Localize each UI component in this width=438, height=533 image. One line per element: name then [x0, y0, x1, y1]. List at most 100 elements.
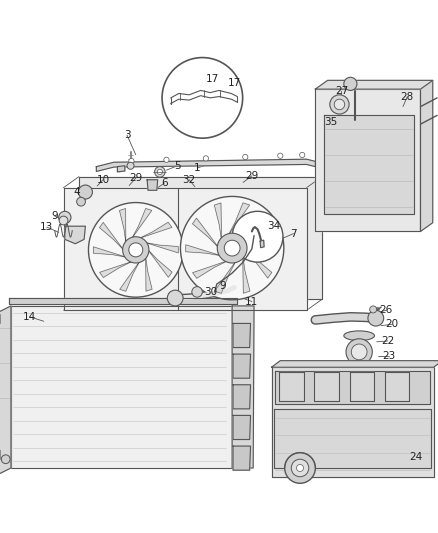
Polygon shape	[243, 256, 250, 293]
Circle shape	[370, 306, 377, 313]
Polygon shape	[279, 372, 304, 401]
Text: 11: 11	[245, 296, 258, 306]
Circle shape	[243, 155, 248, 159]
Polygon shape	[420, 80, 433, 231]
Text: 32: 32	[183, 175, 196, 185]
Polygon shape	[79, 177, 322, 300]
Polygon shape	[275, 371, 430, 405]
Polygon shape	[117, 166, 125, 172]
Polygon shape	[233, 385, 251, 409]
Polygon shape	[186, 245, 222, 256]
Circle shape	[123, 237, 149, 263]
Text: 10: 10	[96, 175, 110, 185]
Polygon shape	[272, 367, 434, 477]
Text: 34: 34	[267, 221, 280, 231]
Polygon shape	[245, 248, 272, 278]
Polygon shape	[324, 115, 414, 214]
Text: 27: 27	[335, 86, 348, 96]
Circle shape	[224, 240, 240, 256]
Polygon shape	[315, 80, 433, 89]
Circle shape	[346, 339, 372, 365]
Text: 20: 20	[385, 319, 399, 329]
Text: 30: 30	[204, 287, 217, 297]
Circle shape	[203, 156, 208, 161]
Polygon shape	[11, 306, 232, 468]
Polygon shape	[233, 415, 251, 440]
Polygon shape	[243, 240, 279, 252]
Polygon shape	[9, 298, 237, 304]
Polygon shape	[233, 446, 251, 470]
Polygon shape	[314, 372, 339, 401]
Circle shape	[77, 197, 85, 206]
Text: 17: 17	[205, 75, 219, 84]
Circle shape	[368, 310, 384, 326]
Text: 23: 23	[382, 351, 395, 361]
Text: 14: 14	[23, 312, 36, 322]
Polygon shape	[260, 240, 264, 248]
Polygon shape	[214, 203, 222, 240]
Circle shape	[127, 162, 134, 169]
Text: 22: 22	[381, 336, 394, 346]
Circle shape	[192, 287, 202, 297]
Circle shape	[162, 58, 243, 138]
Text: 7: 7	[290, 229, 297, 239]
Polygon shape	[193, 261, 228, 278]
Circle shape	[285, 453, 315, 483]
Text: 13: 13	[40, 222, 53, 232]
Circle shape	[155, 167, 165, 177]
Polygon shape	[0, 306, 11, 474]
Text: 17: 17	[228, 77, 241, 87]
Polygon shape	[272, 361, 438, 367]
Circle shape	[78, 185, 92, 199]
Polygon shape	[232, 306, 254, 468]
Polygon shape	[132, 208, 152, 238]
Polygon shape	[96, 159, 315, 172]
Circle shape	[217, 233, 247, 263]
Polygon shape	[233, 324, 251, 348]
Polygon shape	[148, 250, 172, 277]
Text: 29: 29	[245, 171, 258, 181]
Text: 28: 28	[401, 92, 414, 102]
Text: 6: 6	[161, 178, 168, 188]
Text: 9: 9	[51, 211, 58, 221]
Polygon shape	[236, 218, 272, 236]
Circle shape	[167, 290, 183, 306]
Polygon shape	[385, 372, 409, 401]
Text: 5: 5	[174, 161, 181, 171]
Polygon shape	[147, 180, 158, 190]
Circle shape	[278, 153, 283, 158]
Circle shape	[129, 243, 143, 257]
Polygon shape	[228, 203, 250, 236]
Polygon shape	[99, 222, 124, 250]
Polygon shape	[274, 409, 431, 468]
Text: 4: 4	[73, 187, 80, 197]
Polygon shape	[215, 261, 236, 293]
Circle shape	[330, 95, 349, 114]
Polygon shape	[120, 208, 126, 243]
Circle shape	[129, 158, 134, 164]
Polygon shape	[140, 222, 172, 238]
Circle shape	[334, 99, 345, 110]
Polygon shape	[93, 247, 126, 257]
Polygon shape	[233, 354, 251, 378]
Circle shape	[344, 77, 357, 91]
Circle shape	[232, 211, 283, 262]
Circle shape	[351, 344, 367, 360]
Circle shape	[157, 169, 162, 174]
Polygon shape	[99, 262, 132, 278]
Circle shape	[1, 455, 10, 464]
Text: 3: 3	[124, 130, 131, 140]
Polygon shape	[146, 243, 178, 253]
Circle shape	[164, 157, 169, 163]
Ellipse shape	[344, 331, 374, 341]
Circle shape	[59, 216, 68, 225]
Circle shape	[88, 203, 183, 297]
Circle shape	[180, 197, 284, 300]
Polygon shape	[350, 372, 374, 401]
Circle shape	[59, 211, 71, 223]
Circle shape	[291, 459, 309, 477]
Polygon shape	[146, 257, 152, 291]
Polygon shape	[315, 89, 420, 231]
Text: 9: 9	[219, 281, 226, 291]
Polygon shape	[64, 188, 307, 310]
